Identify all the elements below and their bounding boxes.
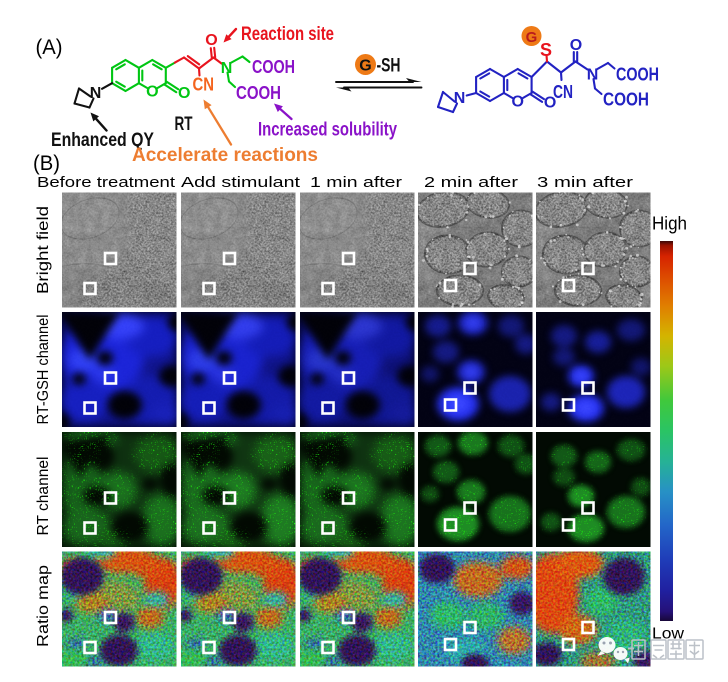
svg-text:Increased solubility: Increased solubility — [258, 120, 397, 141]
svg-text:COOH: COOH — [236, 83, 281, 103]
svg-text:N: N — [454, 90, 466, 107]
svg-text:-SH: -SH — [377, 56, 401, 77]
svg-text:Before treatment: Before treatment — [37, 174, 176, 191]
svg-text:Ratio map: Ratio map — [35, 565, 52, 647]
svg-text:Enhanced QY: Enhanced QY — [51, 130, 154, 151]
svg-text:Add stimulant: Add stimulant — [181, 174, 301, 191]
svg-text:O: O — [570, 37, 582, 54]
svg-text:RT-GSH channel: RT-GSH channel — [35, 315, 52, 425]
svg-text:Accelerate reactions: Accelerate reactions — [132, 145, 318, 166]
svg-text:COOH: COOH — [252, 57, 295, 77]
svg-text:RT: RT — [175, 114, 193, 135]
svg-text:(A): (A) — [36, 36, 63, 59]
svg-text:3 min after: 3 min after — [537, 174, 633, 191]
svg-text:O: O — [511, 94, 523, 111]
svg-text:Bright field: Bright field — [35, 206, 52, 294]
svg-text:O: O — [146, 84, 158, 101]
svg-text:N: N — [221, 60, 233, 77]
svg-text:(B): (B) — [33, 152, 60, 175]
svg-text:COOH: COOH — [616, 65, 659, 85]
svg-text:S: S — [540, 40, 552, 60]
svg-text:CN: CN — [553, 82, 573, 102]
svg-text:RT channel: RT channel — [35, 457, 52, 536]
svg-text:CN: CN — [193, 75, 215, 95]
svg-text:COOH: COOH — [603, 90, 649, 110]
svg-text:O: O — [178, 85, 190, 102]
svg-text:Low: Low — [652, 626, 685, 643]
svg-text:O: O — [544, 95, 556, 112]
svg-text:G: G — [359, 58, 371, 75]
svg-text:G: G — [526, 29, 538, 46]
svg-text:N: N — [587, 67, 599, 84]
svg-text:Reaction site: Reaction site — [241, 24, 334, 45]
svg-text:High: High — [652, 214, 687, 234]
svg-text:1 min after: 1 min after — [310, 174, 402, 191]
svg-text:O: O — [205, 32, 217, 49]
svg-text:N: N — [90, 85, 102, 102]
svg-text:2 min after: 2 min after — [424, 174, 518, 191]
